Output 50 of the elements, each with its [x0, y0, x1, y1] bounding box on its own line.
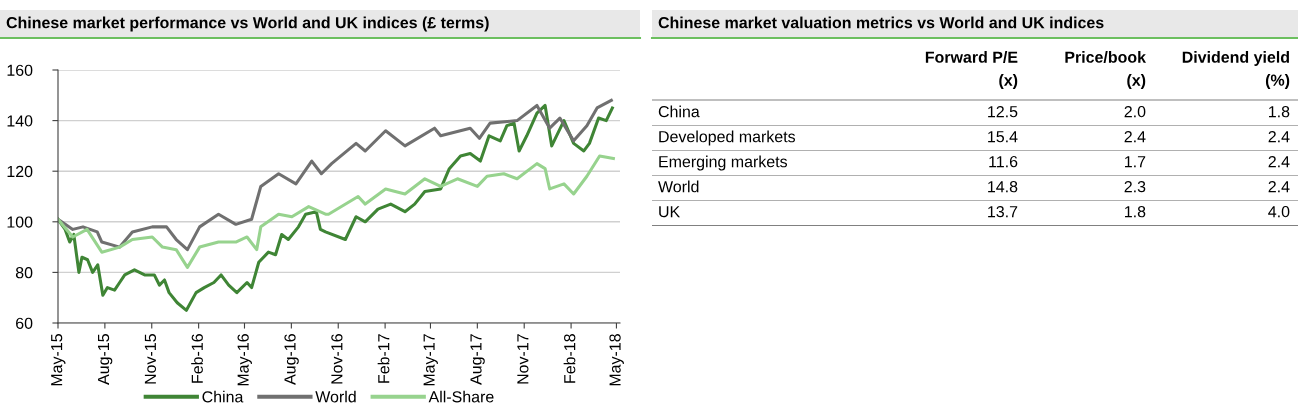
legend-label: All-Share	[428, 390, 494, 403]
text: 1.7	[1125, 156, 1146, 168]
category-label: Price/book (x)	[1065, 51, 1147, 89]
text: 1.8	[1269, 105, 1290, 118]
y-tick-label: 140	[7, 115, 33, 127]
x-tick-label: Feb-16	[191, 334, 203, 383]
category-label: Emerging markets	[659, 155, 788, 171]
x-tick-label: Nov-15	[144, 334, 157, 384]
text: 4.0	[1268, 205, 1290, 218]
y-tick-label: 60	[16, 317, 33, 329]
y-tick-label: 100	[7, 216, 33, 228]
category-label: China	[658, 105, 700, 118]
text: 2.4	[1268, 180, 1290, 193]
text: 12.5	[988, 105, 1018, 118]
x-tick-label: May-18	[609, 334, 624, 386]
category-label: UK	[659, 206, 681, 218]
x-tick-label: May-17	[423, 334, 438, 386]
category-label: Forward P/E (x)	[925, 51, 1018, 89]
text: 13.7	[988, 205, 1018, 218]
x-tick-label: Nov-16	[331, 334, 343, 384]
x-tick-label: Nov-17	[517, 334, 529, 384]
text: 2.3	[1124, 180, 1146, 193]
text: 2.0	[1124, 105, 1146, 118]
x-tick-label: Feb-18	[563, 334, 576, 383]
category-label: Dividend yield (%)	[1182, 51, 1290, 89]
category-label: Developed markets	[659, 130, 796, 146]
y-tick-label: 80	[15, 267, 33, 279]
line-series	[58, 154, 615, 269]
chart-title: Chinese market performance vs World and UK indices (£ terms)	[6, 16, 489, 32]
x-tick-label: May-15	[51, 334, 66, 386]
y-tick-label: 120	[7, 165, 33, 178]
y-tick-label: 160	[7, 64, 33, 76]
text: 2.4	[1268, 130, 1290, 143]
text: 2.4	[1124, 130, 1146, 143]
x-tick-label: Aug-15	[98, 334, 113, 385]
legend-label: World	[315, 390, 356, 403]
x-tick-label: Aug-17	[470, 334, 485, 385]
x-tick-label: Feb-17	[377, 334, 390, 383]
text: 1.8	[1125, 205, 1146, 218]
text: 15.4	[988, 131, 1018, 143]
x-tick-label: Aug-16	[284, 334, 299, 385]
text: 14.8	[988, 180, 1018, 193]
text: Chinese market valuation metrics vs World and UK indices	[658, 16, 1104, 29]
line-series	[58, 98, 613, 252]
x-tick-label: May-16	[237, 334, 252, 386]
category-label: World	[658, 180, 699, 193]
text: 2.4	[1268, 155, 1290, 168]
text: 11.6	[989, 155, 1018, 168]
line-series	[58, 103, 614, 312]
legend-label: China	[202, 390, 244, 403]
